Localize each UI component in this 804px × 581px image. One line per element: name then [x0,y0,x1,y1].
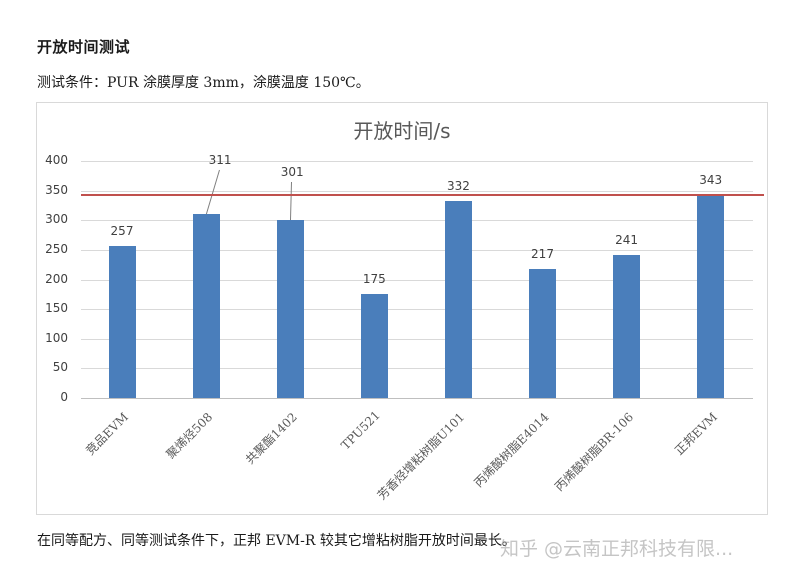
x-category-label: TPU521 [338,408,384,453]
x-category-label: 竞品EVM [83,409,132,458]
y-tick-label: 50 [52,360,68,375]
y-tick-label: 150 [45,301,68,316]
reference-line [81,193,764,196]
y-tick-label: 350 [45,182,68,197]
test-condition-text: 测试条件：PUR 涂膜厚度 3mm，涂膜温度 150℃。 [37,75,370,91]
x-category-label: 正邦EVM [672,409,721,458]
chart-title: 开放时间/s [353,119,451,143]
watermark: 知乎 @云南正邦科技有限... [500,538,734,560]
x-category-label: 丙烯酸树脂E4014 [471,409,552,491]
bar [444,201,472,398]
data-label: 311 [208,153,232,167]
section-heading: 开放时间测试 [37,38,131,56]
x-category-label: 共聚酯1402 [242,409,300,467]
data-label: 175 [362,272,386,287]
gridline [81,368,753,370]
gridline [81,220,753,222]
gridline [81,338,753,340]
gridline [81,249,753,251]
bar-chart: 开放时间/s 0 50 100 150 200 250 300 350 400 257 竞品EVM 3… [36,102,768,515]
gridline [81,309,753,311]
y-tick-label: 300 [45,212,68,227]
y-tick-label: 400 [45,153,68,167]
data-label: 257 [110,223,134,238]
leader-line [290,181,293,220]
x-category-label: 丙烯酸树脂BR-106 [551,409,636,494]
bar [360,294,388,398]
data-label: 241 [615,233,639,248]
data-label: 217 [531,247,554,262]
gridline [81,190,753,192]
bar [613,255,641,398]
data-label: 343 [699,172,723,187]
bar [529,269,556,398]
bar [108,245,136,398]
x-category-label: 芳香烃增粘树脂U101 [375,409,468,503]
bar [276,219,304,398]
gridline [81,279,753,281]
conclusion-text: 在同等配方、同等测试条件下，正邦 EVM-R 较其它增粘树脂开放时间最长。 [37,533,516,549]
x-axis-line [81,398,753,399]
leader-line [206,169,221,214]
y-tick-label: 200 [45,271,68,286]
y-tick-label: 0 [60,390,68,404]
data-label: 301 [280,165,304,179]
x-category-label: 聚烯烃508 [163,409,216,462]
gridline [81,161,753,162]
bar [192,213,220,398]
y-tick-label: 100 [45,330,68,345]
data-label: 332 [446,179,470,194]
plot-area: 0 50 100 150 200 250 300 350 400 257 竞品EVM 311 聚烯烃50… [37,103,767,514]
y-tick-label: 250 [45,241,68,256]
bar [697,194,725,398]
